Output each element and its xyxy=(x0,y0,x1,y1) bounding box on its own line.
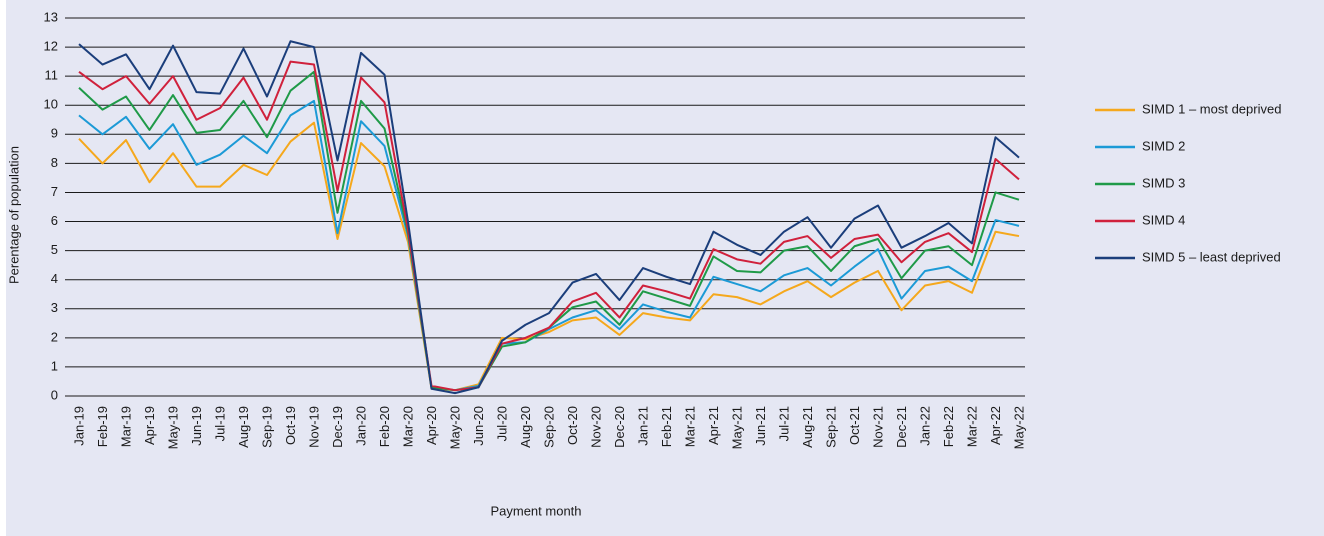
x-tick-label: May-22 xyxy=(1011,406,1026,449)
x-tick-label: Mar-21 xyxy=(682,406,697,447)
x-tick-label: Feb-22 xyxy=(941,406,956,447)
x-tick-label: Sep-21 xyxy=(823,406,838,448)
y-tick-label: 2 xyxy=(51,329,58,344)
x-tick-label: May-21 xyxy=(729,406,744,449)
x-tick-label: Jan-20 xyxy=(353,406,368,446)
x-tick-label: Jul-20 xyxy=(494,406,509,441)
x-tick-label: Nov-20 xyxy=(588,406,603,448)
x-tick-label: Apr-20 xyxy=(424,406,439,445)
y-tick-label: 0 xyxy=(51,387,58,402)
y-tick-label: 12 xyxy=(44,39,58,54)
x-tick-label: Oct-20 xyxy=(565,406,580,445)
x-tick-label: Jul-19 xyxy=(212,406,227,441)
x-tick-label: Nov-19 xyxy=(306,406,321,448)
x-tick-label: Dec-20 xyxy=(612,406,627,448)
x-axis-title: Payment month xyxy=(490,503,581,518)
x-tick-label: Nov-21 xyxy=(870,406,885,448)
y-tick-label: 10 xyxy=(44,97,58,112)
x-tick-label: May-19 xyxy=(165,406,180,449)
y-tick-label: 11 xyxy=(45,68,59,83)
x-tick-label: Feb-21 xyxy=(659,406,674,447)
x-tick-label: Sep-20 xyxy=(541,406,556,448)
x-tick-label: Jan-22 xyxy=(917,406,932,446)
x-tick-label: Mar-22 xyxy=(964,406,979,447)
legend-label: SIMD 1 – most deprived xyxy=(1142,101,1281,116)
x-tick-label: Oct-19 xyxy=(283,406,298,445)
legend-label: SIMD 3 xyxy=(1142,175,1185,190)
y-tick-label: 13 xyxy=(44,9,58,24)
legend-label: SIMD 4 xyxy=(1142,212,1185,227)
x-tick-label: Jun-19 xyxy=(189,406,204,446)
y-tick-label: 8 xyxy=(51,155,58,170)
y-tick-label: 9 xyxy=(51,126,58,141)
y-tick-label: 3 xyxy=(51,300,58,315)
y-tick-label: 5 xyxy=(51,242,58,257)
x-tick-label: Oct-21 xyxy=(847,406,862,445)
x-tick-label: Jun-21 xyxy=(753,406,768,446)
x-tick-label: Aug-21 xyxy=(800,406,815,448)
x-tick-label: Feb-20 xyxy=(377,406,392,447)
x-tick-label: Sep-19 xyxy=(259,406,274,448)
y-tick-label: 1 xyxy=(51,358,58,373)
x-tick-label: Apr-21 xyxy=(706,406,721,445)
x-tick-label: Dec-19 xyxy=(330,406,345,448)
y-axis-title: Perentage of population xyxy=(6,146,21,284)
series-line xyxy=(78,40,1020,395)
legend-label: SIMD 5 – least deprived xyxy=(1142,249,1281,264)
x-tick-label: Apr-22 xyxy=(988,406,1003,445)
x-tick-label: Jul-21 xyxy=(776,406,791,441)
x-tick-label: Dec-21 xyxy=(894,406,909,448)
x-tick-label: May-20 xyxy=(447,406,462,449)
x-tick-label: Apr-19 xyxy=(142,406,157,445)
background xyxy=(6,0,1324,536)
series-line xyxy=(78,99,1020,392)
x-tick-label: Aug-19 xyxy=(236,406,251,448)
y-tick-label: 7 xyxy=(51,184,58,199)
x-tick-label: Aug-20 xyxy=(518,406,533,448)
x-tick-label: Jan-19 xyxy=(71,406,86,446)
series-line xyxy=(78,121,1020,392)
legend-label: SIMD 2 xyxy=(1142,138,1185,153)
x-tick-label: Jun-20 xyxy=(471,406,486,446)
series-line xyxy=(78,60,1020,392)
x-tick-label: Mar-20 xyxy=(400,406,415,447)
x-tick-label: Jan-21 xyxy=(635,406,650,446)
x-tick-label: Feb-19 xyxy=(95,406,110,447)
y-tick-label: 4 xyxy=(51,271,58,286)
y-tick-label: 6 xyxy=(51,213,58,228)
x-tick-label: Mar-19 xyxy=(118,406,133,447)
